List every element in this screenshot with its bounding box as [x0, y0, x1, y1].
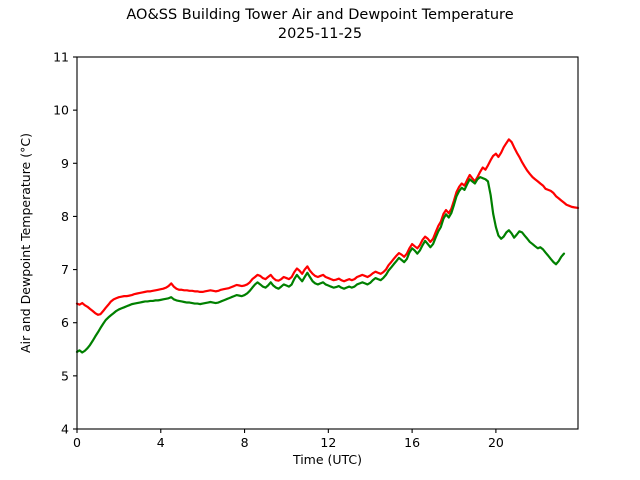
x-axis-ticks: 0 4 8 12 16 20 — [73, 429, 504, 450]
y-tick-label: 7 — [61, 262, 69, 277]
x-tick-label: 0 — [73, 435, 81, 450]
y-tick-label: 10 — [53, 103, 69, 118]
x-axis-label: Time (UTC) — [292, 452, 362, 467]
plot-area — [77, 57, 578, 429]
series-line-air-temperature — [75, 138, 580, 316]
y-tick-label: 9 — [61, 156, 69, 171]
plot-border — [76, 56, 579, 430]
x-tick-label: 16 — [404, 435, 420, 450]
plot-background — [77, 57, 578, 429]
data-series-group — [75, 138, 580, 354]
page-title: AO&SS Building Tower Air and Dewpoint Te… — [0, 6, 640, 44]
y-tick-label: 6 — [61, 315, 69, 330]
y-axis-ticks: 4 5 6 7 8 9 10 11 — [53, 50, 77, 437]
x-tick-label: 12 — [320, 435, 336, 450]
y-axis-label: Air and Dewpoint Temperature (°C) — [18, 133, 33, 353]
x-tick-label: 8 — [241, 435, 249, 450]
y-tick-label: 5 — [61, 368, 69, 383]
y-tick-label: 4 — [61, 422, 69, 437]
y-tick-label: 8 — [61, 209, 69, 224]
axis-spines — [76, 56, 579, 430]
x-tick-label: 20 — [488, 435, 504, 450]
chart-title-line1: AO&SS Building Tower Air and Dewpoint Te… — [126, 7, 514, 23]
x-tick-label: 4 — [157, 435, 165, 450]
chart-title-line2: 2025-11-25 — [277, 26, 363, 42]
series-line-dewpoint-temperature — [75, 176, 566, 354]
y-tick-label: 11 — [53, 50, 69, 65]
